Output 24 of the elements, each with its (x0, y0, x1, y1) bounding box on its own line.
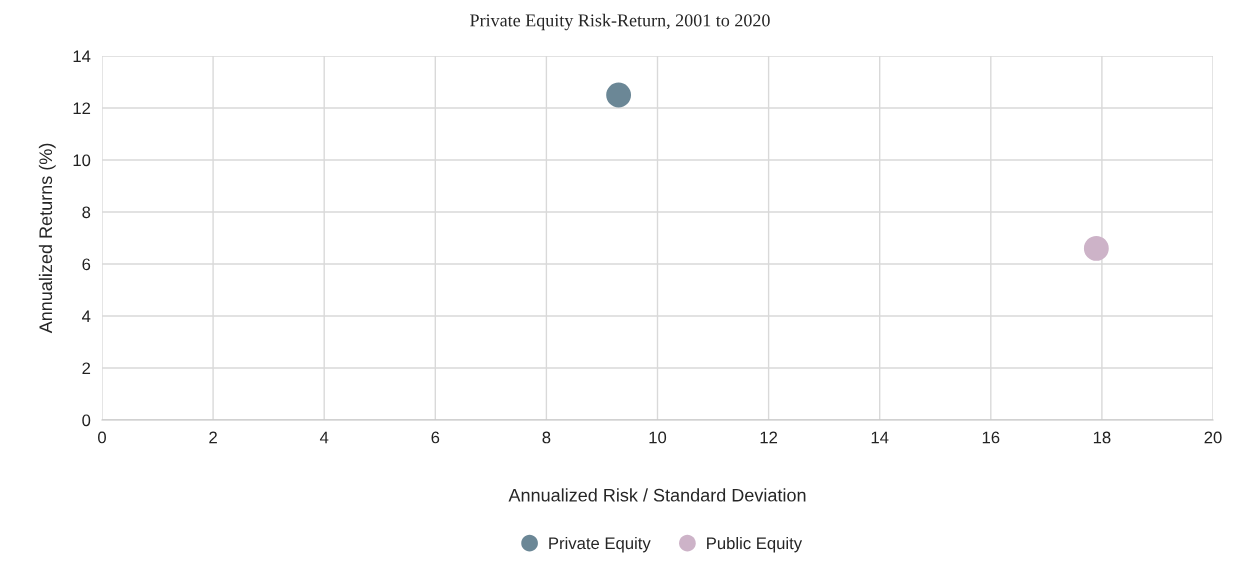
y-tick-label: 12 (73, 102, 91, 115)
chart-title: Private Equity Risk-Return, 2001 to 2020 (470, 13, 770, 31)
x-tick-label: 8 (542, 431, 551, 444)
y-axis-title: Annualized Returns (%) (38, 143, 56, 334)
x-tick-label: 4 (319, 431, 329, 444)
y-tick-label: 0 (82, 414, 91, 427)
x-tick-label: 20 (1204, 431, 1222, 444)
x-tick-label: 0 (98, 431, 106, 444)
y-tick-label: 8 (82, 206, 91, 219)
x-axis-title: Annualized Risk / Standard Deviation (508, 488, 806, 502)
x-tick-label: 6 (431, 431, 440, 444)
x-tick-label: 16 (982, 431, 1000, 444)
x-tick-label: 14 (871, 431, 889, 444)
x-tick-label: 10 (649, 431, 667, 444)
legend-label: Private Equity (549, 536, 651, 553)
y-tick-label: 6 (82, 258, 91, 271)
y-tick-label: 2 (82, 362, 91, 375)
x-tick-label: 18 (1093, 431, 1111, 444)
legend-label: Public Equity (707, 536, 803, 553)
x-tick-label: 2 (209, 431, 217, 444)
y-tick-label: 4 (82, 310, 91, 323)
y-tick-label: 10 (73, 154, 91, 167)
y-tick-label: 14 (73, 50, 91, 63)
x-tick-label: 12 (760, 431, 778, 444)
